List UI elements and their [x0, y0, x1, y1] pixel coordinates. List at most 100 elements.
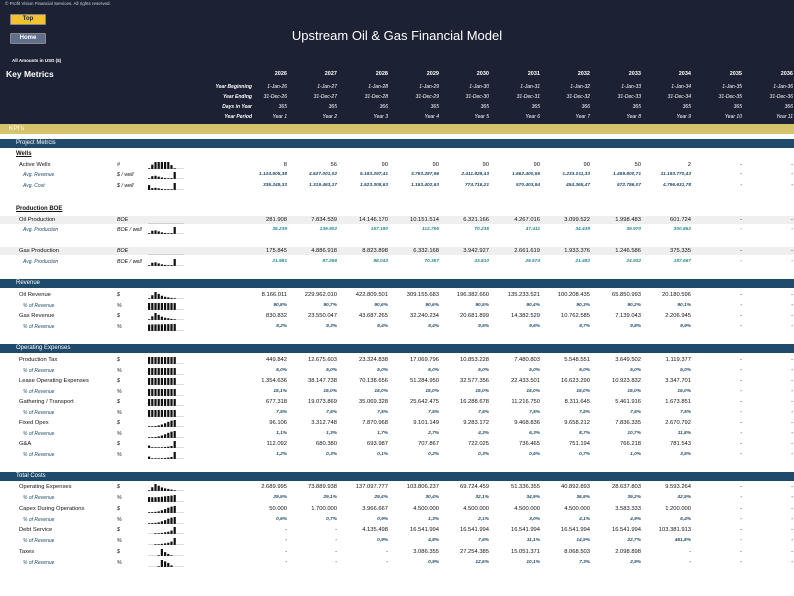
table-cell: 9,3% — [326, 324, 337, 329]
table-cell: 4,1% — [579, 517, 590, 522]
sparkline — [148, 399, 184, 406]
sparkline-bar — [173, 389, 176, 396]
table-cell: 4.500.000 — [564, 506, 590, 512]
sparkline — [148, 549, 184, 556]
table-cell: 32,1% — [475, 495, 489, 500]
table-cell: 5,0% — [478, 368, 489, 373]
top-button[interactable]: Top — [10, 14, 46, 25]
table-cell: - — [740, 410, 742, 415]
table-cell: 7,5% — [529, 410, 540, 415]
table-cell: 42,9% — [677, 495, 691, 500]
table-cell: 7,5% — [377, 410, 388, 415]
table-cell: 25.642.475 — [409, 399, 439, 405]
table-cell: 375.335 — [670, 248, 691, 254]
sparkline-bar — [157, 566, 160, 567]
table-row: % of Revenue% 1,2% 0,3% 0,1% 0,2% 0,3% 0,5% 0,7… — [0, 451, 794, 459]
table-cell: 0,2% — [428, 452, 439, 457]
sparkline-bar — [164, 458, 167, 459]
sparkline-bar — [151, 389, 154, 396]
year-header: 2028 — [375, 71, 388, 77]
key-metric-value: 365 — [682, 104, 691, 110]
table-cell: 422.809.501 — [355, 292, 388, 298]
sparkline-bar — [160, 496, 163, 502]
sparkline-bar — [157, 188, 160, 190]
table-cell: - — [689, 549, 691, 555]
sparkline-bar — [151, 447, 154, 448]
sparkline-bar — [151, 188, 154, 190]
row-label: Production Tax — [19, 357, 58, 363]
table-row: Avg. Production BOE / well 21.981 87.266 98.… — [0, 258, 794, 266]
table-cell: 90 — [432, 162, 439, 168]
sparkline-bar — [167, 507, 170, 513]
key-metric-value: 1-Jan-34 — [671, 84, 691, 90]
table-cell: 28.637.803 — [611, 484, 641, 490]
sparkline-bar — [173, 490, 176, 491]
key-metric-value: 31-Dec-32 — [566, 94, 590, 100]
sparkline-bar — [151, 176, 154, 179]
table-cell: 0,6% — [276, 517, 287, 522]
table-row: % of Revenue% 29,9% 29,1% 29,4% 30,4% 32,1% 34… — [0, 494, 794, 502]
sparkline — [148, 313, 184, 320]
sparkline-bar — [157, 324, 160, 331]
sparkline-bar — [154, 425, 157, 427]
table-cell: - — [791, 420, 793, 426]
sparkline-bar — [173, 172, 176, 179]
table-cell: 680.380 — [316, 441, 337, 447]
key-metric-value: 1-Jan-28 — [368, 84, 388, 90]
table-cell: 2 — [687, 162, 691, 168]
table-cell: 11.193.770,43 — [660, 172, 691, 177]
table-cell: 16.541.994 — [459, 527, 489, 533]
key-metric-value: 31-Dec-30 — [465, 94, 489, 100]
sparkline-bar — [170, 565, 173, 567]
table-cell: 6,3% — [529, 431, 540, 436]
table-cell: 1,7% — [377, 431, 388, 436]
row-label: Active Wells — [19, 162, 51, 168]
table-cell: 3.649.502 — [615, 357, 641, 363]
sparkline-bar — [170, 303, 173, 310]
row-label: % of Revenue — [23, 303, 55, 309]
sparkline-bar — [173, 410, 176, 417]
table-cell: 2.206.945 — [665, 313, 691, 319]
home-button[interactable]: Home — [10, 33, 46, 44]
table-cell: 2,7% — [428, 431, 439, 436]
row-unit: $ — [117, 292, 120, 298]
table-cell: 90,3% — [576, 303, 590, 308]
table-cell: 1.246.586 — [615, 248, 641, 254]
table-cell: 187.667 — [673, 259, 691, 264]
sparkline — [148, 254, 184, 255]
table-cell: 135.233.521 — [507, 292, 540, 298]
sparkline-bar — [157, 497, 160, 502]
table-cell: 0,3% — [478, 452, 489, 457]
row-unit: % — [117, 560, 122, 566]
row-unit: % — [117, 389, 122, 395]
sparkline-bar — [160, 521, 163, 524]
table-cell: 1.673.851 — [665, 399, 691, 405]
table-cell: - — [791, 389, 793, 394]
table-cell: 7,5% — [428, 410, 439, 415]
table-cell: 90 — [533, 162, 540, 168]
row-unit: % — [117, 303, 122, 309]
table-cell: - — [791, 441, 793, 447]
sparkline-bar — [160, 316, 163, 320]
sparkline-bar — [154, 230, 157, 234]
row-unit: $ — [117, 506, 120, 512]
table-cell: 9.283.172 — [463, 420, 489, 426]
table-cell: - — [740, 324, 742, 329]
sparkline-bar — [154, 399, 157, 406]
table-cell: 5,0% — [326, 368, 337, 373]
sparkline-bar — [157, 357, 160, 364]
table-cell: 5,0% — [276, 368, 287, 373]
row-label: % of Revenue — [23, 517, 55, 523]
key-metric-value: 31-Dec-36 — [769, 94, 793, 100]
sparkline-bar — [151, 316, 154, 320]
table-cell: 10.923.832 — [611, 378, 641, 384]
table-cell: 4,3% — [478, 431, 489, 436]
table-cell: 32.240.234 — [409, 313, 439, 319]
sparkline-bar — [160, 232, 163, 234]
table-cell: 0,3% — [326, 452, 337, 457]
sparkline — [148, 378, 184, 385]
table-cell: 736.465 — [519, 441, 540, 447]
sparkline-bar — [167, 378, 170, 385]
sparkline-bar — [154, 313, 157, 320]
key-metric-value: 365 — [632, 104, 641, 110]
